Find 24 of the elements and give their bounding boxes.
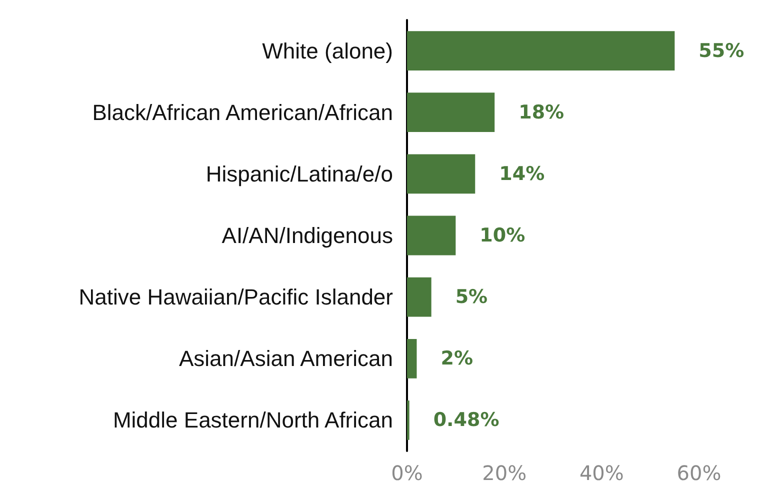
data-label: 2% [440,348,473,370]
y-tick-label: Native Hawaiian/Pacific Islander [78,284,393,310]
data-label: 55% [698,40,744,62]
y-tick-label: Black/African American/African [92,100,393,125]
y-tick-label: Asian/Asian American [179,346,393,372]
bar [407,92,495,132]
data-label: 14% [499,162,545,185]
x-tick-label: 60% [676,461,722,485]
data-label: 18% [518,101,564,124]
data-label: 5% [455,286,488,308]
data-label: 0.48% [433,409,500,432]
data-label: 10% [480,224,526,246]
y-tick-label: Hispanic/Latina/e/o [206,161,393,186]
x-tick-label: 20% [482,461,527,485]
y-tick-label: Middle Eastern/North African [112,408,393,433]
bar [407,154,476,194]
bar [407,277,432,317]
bar [407,338,417,378]
y-tick-label: AI/AN/Indigenous [222,223,393,248]
x-tick-label: 40% [579,461,624,485]
bar [407,216,456,256]
x-tick-label: 0% [391,461,423,485]
y-tick-label: White (alone) [262,38,393,64]
bar [407,31,675,70]
